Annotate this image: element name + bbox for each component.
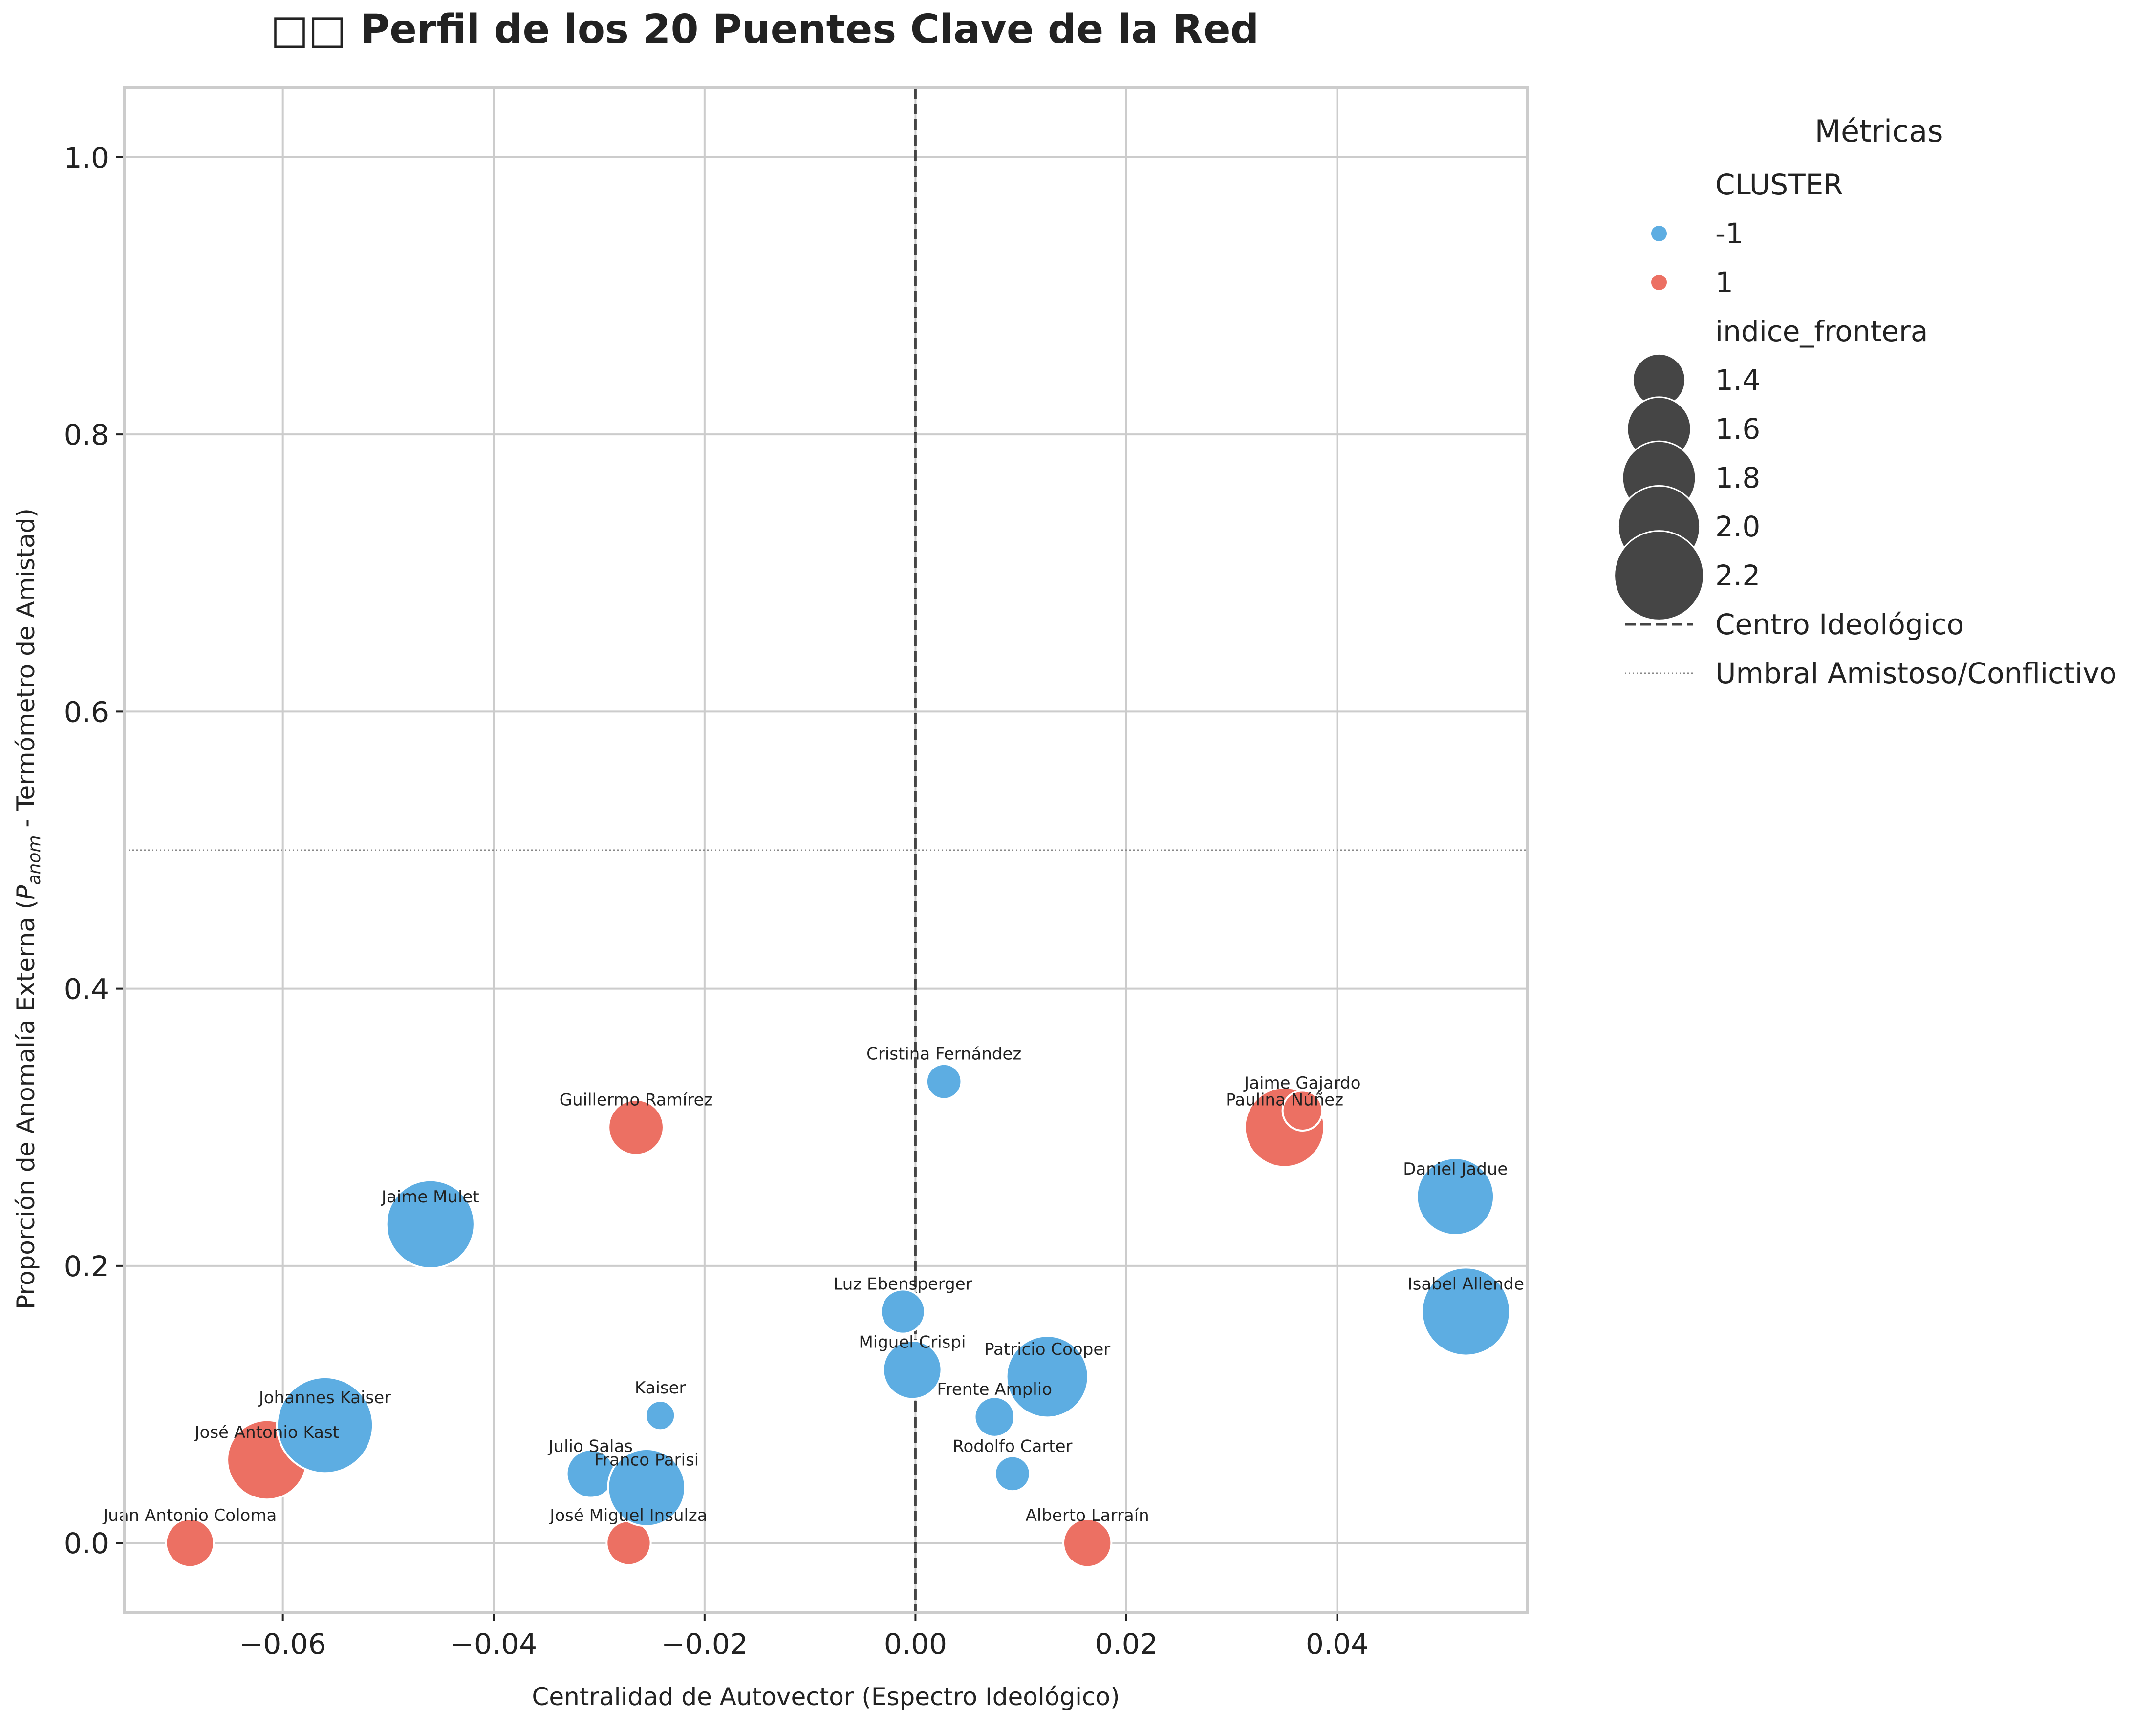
data-point	[276, 1376, 374, 1475]
legend-hue-title: CLUSTER	[1715, 168, 1843, 201]
point-label: Johannes Kaiser	[258, 1388, 391, 1408]
data-point	[1281, 1090, 1324, 1132]
legend-line-label: Umbral Amistoso/Conflictivo	[1715, 657, 2117, 690]
point-label: José Antonio Kast	[194, 1423, 339, 1442]
data-point	[607, 1448, 687, 1527]
y-axis-label: Proporción de Anomalía Externa (Panom - …	[12, 508, 44, 1309]
x-tick-label: 0.04	[1306, 1627, 1369, 1661]
x-tick-label: 0.00	[884, 1627, 947, 1661]
data-point	[880, 1288, 926, 1335]
legend-hue-marker	[1651, 226, 1667, 241]
legend-hue-marker	[1651, 275, 1667, 290]
point-label: Paulina Núñez	[1226, 1090, 1343, 1110]
legend-size-label: 1.6	[1715, 412, 1760, 446]
x-tick-label: 0.02	[1095, 1627, 1158, 1661]
y-tick-label: 0.0	[64, 1527, 109, 1560]
point-label: Frente Amplio	[937, 1380, 1053, 1399]
point-label: Miguel Crispi	[859, 1333, 966, 1352]
point-label: Luz Ebensperger	[833, 1275, 972, 1294]
data-point	[1005, 1335, 1089, 1419]
data-point	[645, 1400, 676, 1432]
legend: Métricas CLUSTER -1 1 indice_frontera 1.4 1.6 1…	[1614, 113, 2117, 690]
x-tick-label: −0.04	[450, 1627, 537, 1661]
y-axis-label-sub: anom	[24, 835, 44, 885]
point-label: Jaime Gajardo	[1243, 1073, 1360, 1093]
point-label: José Miguel Insulza	[549, 1506, 707, 1525]
data-point	[165, 1518, 215, 1568]
legend-hue-label: 1	[1715, 266, 1733, 299]
plot-frame	[123, 86, 1529, 1614]
point-label: Alberto Larraín	[1026, 1506, 1149, 1525]
point-label: Patricio Cooper	[984, 1340, 1110, 1359]
y-axis-label-tail: - Termómetro de Amistad)	[12, 508, 40, 835]
data-point	[882, 1339, 943, 1400]
y-axis-label-p: P	[12, 885, 40, 900]
x-tick-label: −0.06	[239, 1627, 326, 1661]
chart-title: □□ Perfil de los 20 Puentes Clave de la …	[271, 6, 1259, 53]
data-point	[973, 1396, 1016, 1438]
x-tick-label: −0.02	[661, 1627, 748, 1661]
y-tick-label: 1.0	[64, 141, 109, 174]
point-label: Cristina Fernández	[866, 1045, 1021, 1064]
data-point	[925, 1063, 963, 1100]
y-tick-label: 0.2	[64, 1250, 109, 1283]
point-label: Daniel Jadue	[1403, 1159, 1508, 1179]
legend-hue-label: -1	[1715, 217, 1744, 250]
legend-size-label: 2.0	[1715, 510, 1760, 543]
legend-title: Métricas	[1814, 113, 1943, 149]
y-tick-label: 0.4	[64, 973, 109, 1006]
legend-size-label: 2.2	[1715, 559, 1760, 592]
data-point	[385, 1179, 475, 1269]
data-point	[607, 1098, 665, 1156]
point-label: Kaiser	[635, 1378, 686, 1398]
point-label: Juan Antonio Coloma	[102, 1506, 277, 1525]
y-tick-label: 0.8	[64, 418, 109, 451]
data-point	[1421, 1266, 1511, 1357]
legend-size-title: indice_frontera	[1715, 315, 1928, 348]
point-label: Franco Parisi	[594, 1451, 699, 1470]
plot-area: −0.06 −0.04 −0.02 0.00 0.02 0.04 0.0 0.2 0.4 0.6 0…	[64, 86, 1529, 1661]
data-point	[605, 1520, 652, 1566]
y-axis-label-main: Proporción de Anomalía Externa (	[12, 900, 40, 1309]
data-point	[1416, 1157, 1495, 1236]
point-label: Jaime Mulet	[381, 1187, 479, 1207]
point-label: Julio Salas	[548, 1436, 633, 1456]
point-label: Guillermo Ramírez	[560, 1090, 713, 1110]
legend-size-label: 1.8	[1715, 461, 1760, 494]
legend-size-marker	[1614, 530, 1704, 621]
data-point	[994, 1455, 1031, 1493]
point-label: Isabel Allende	[1408, 1275, 1524, 1294]
y-tick-label: 0.6	[64, 695, 109, 728]
point-label: Rodolfo Carter	[952, 1436, 1072, 1456]
legend-line-label: Centro Ideológico	[1715, 608, 1964, 641]
data-point	[1062, 1518, 1113, 1568]
legend-size-label: 1.4	[1715, 363, 1760, 397]
x-axis-label: Centralidad de Autovector (Espectro Ideo…	[532, 1683, 1120, 1710]
